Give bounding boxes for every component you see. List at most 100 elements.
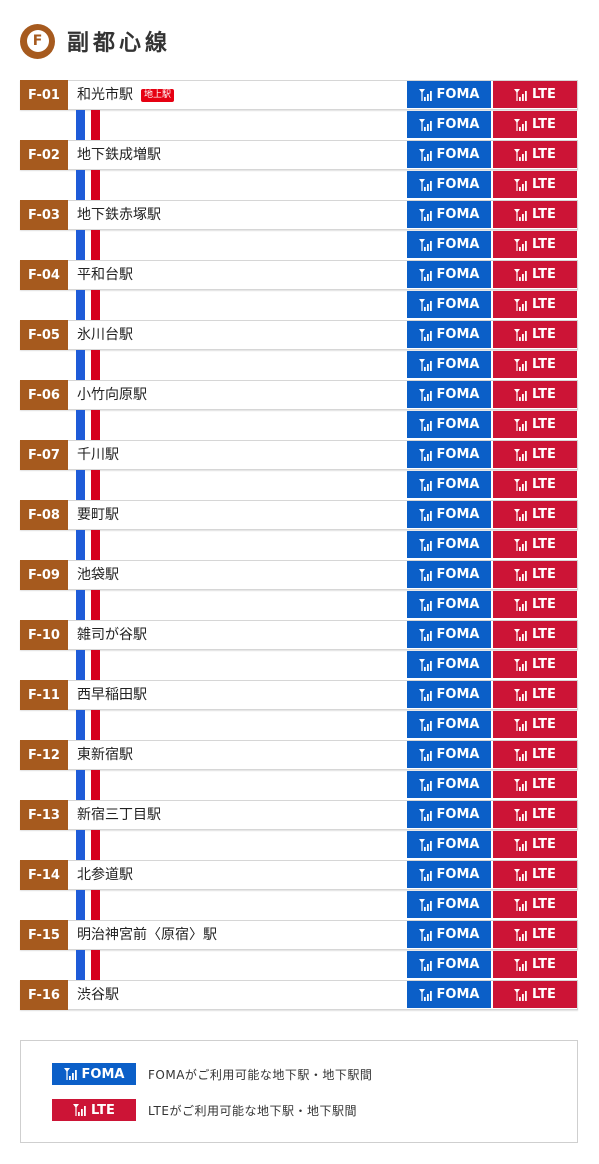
station-code: F-08 [20, 500, 68, 530]
line-stripe-red [91, 770, 100, 800]
station-name: 西早稲田駅 [77, 687, 147, 703]
segment-row: FOMA LTE [20, 290, 578, 320]
antenna-icon [418, 448, 432, 461]
antenna-icon [514, 628, 527, 641]
station-lte-badge: LTE [493, 321, 577, 348]
segment-lte-badge: LTE [493, 231, 577, 258]
station-lte-badge: LTE [493, 261, 577, 288]
antenna-icon [418, 358, 432, 371]
segment-row: FOMA LTE [20, 710, 578, 740]
antenna-icon [514, 238, 527, 251]
foma-label: FOMA [436, 837, 480, 852]
station-row: F-05 氷川台駅 FOMA LTE [20, 320, 578, 350]
line-stripe-red [91, 410, 100, 440]
segment-row: FOMA LTE [20, 410, 578, 440]
station-foma-badge: FOMA [407, 621, 491, 648]
antenna-icon [514, 148, 527, 161]
line-stripe-red [91, 590, 100, 620]
lte-label: LTE [532, 417, 556, 432]
legend-lte-swatch: LTE [52, 1099, 136, 1121]
segment-foma-badge: FOMA [407, 171, 491, 198]
foma-label: FOMA [436, 567, 480, 582]
foma-label: FOMA [436, 537, 480, 552]
station-code: F-10 [20, 620, 68, 650]
line-stripe-blue [76, 830, 85, 860]
antenna-icon [514, 658, 527, 671]
segment-row: FOMA LTE [20, 230, 578, 260]
antenna-icon [418, 808, 432, 821]
segment-row: FOMA LTE [20, 530, 578, 560]
antenna-icon [418, 838, 432, 851]
station-name-cell: 平和台駅 [77, 261, 133, 289]
station-lte-badge: LTE [493, 81, 577, 108]
foma-label: FOMA [436, 297, 480, 312]
segment-row: FOMA LTE [20, 110, 578, 140]
station-lte-badge: LTE [493, 561, 577, 588]
segment-foma-badge: FOMA [407, 951, 491, 978]
foma-label: FOMA [436, 267, 480, 282]
segment-foma-badge: FOMA [407, 411, 491, 438]
foma-label: FOMA [436, 207, 480, 222]
foma-label: FOMA [436, 147, 480, 162]
foma-label: FOMA [436, 477, 480, 492]
antenna-icon [418, 538, 432, 551]
line-stripe-blue [76, 110, 85, 140]
station-code: F-15 [20, 920, 68, 950]
line-stripe-blue [76, 890, 85, 920]
antenna-icon [514, 208, 527, 221]
foma-label: FOMA [436, 627, 480, 642]
station-row: F-07 千川駅 FOMA LTE [20, 440, 578, 470]
foma-label: FOMA [436, 177, 480, 192]
station-lte-badge: LTE [493, 441, 577, 468]
station-foma-badge: FOMA [407, 141, 491, 168]
line-stripe-blue [76, 410, 85, 440]
station-foma-badge: FOMA [407, 561, 491, 588]
line-stripe-red [91, 170, 100, 200]
antenna-icon [418, 238, 432, 251]
lte-label: LTE [532, 957, 556, 972]
lte-label: LTE [532, 867, 556, 882]
line-stripe-red [91, 290, 100, 320]
station-row: F-08 要町駅 FOMA LTE [20, 500, 578, 530]
station-name: 新宿三丁目駅 [77, 807, 161, 823]
station-name: 渋谷駅 [77, 987, 119, 1003]
segment-lte-badge: LTE [493, 651, 577, 678]
antenna-icon [514, 718, 527, 731]
lte-label: LTE [532, 327, 556, 342]
legend-foma-desc: FOMAがご利用可能な地下駅・地下駅間 [148, 1067, 373, 1082]
antenna-icon [418, 928, 432, 941]
foma-label: FOMA [436, 897, 480, 912]
antenna-icon [514, 958, 527, 971]
antenna-icon [418, 148, 432, 161]
antenna-icon [514, 928, 527, 941]
station-code: F-07 [20, 440, 68, 470]
station-name: 明治神宮前〈原宿〉駅 [77, 927, 217, 943]
line-stripe-red [91, 950, 100, 980]
lte-label: LTE [532, 807, 556, 822]
station-name-cell: 新宿三丁目駅 [77, 801, 161, 829]
station-row: F-14 北参道駅 FOMA LTE [20, 860, 578, 890]
segment-foma-badge: FOMA [407, 111, 491, 138]
line-stripe-blue [76, 950, 85, 980]
line-stripe-red [91, 230, 100, 260]
station-name-cell: 要町駅 [77, 501, 119, 529]
station-foma-badge: FOMA [407, 981, 491, 1008]
segment-foma-badge: FOMA [407, 711, 491, 738]
foma-label: FOMA [436, 957, 480, 972]
station-code: F-16 [20, 980, 68, 1010]
station-foma-badge: FOMA [407, 861, 491, 888]
station-name: 雑司が谷駅 [77, 627, 147, 643]
station-lte-badge: LTE [493, 861, 577, 888]
station-row: F-10 雑司が谷駅 FOMA LTE [20, 620, 578, 650]
segment-lte-badge: LTE [493, 951, 577, 978]
foma-label: FOMA [436, 927, 480, 942]
foma-label: FOMA [436, 357, 480, 372]
station-row: F-11 西早稲田駅 FOMA LTE [20, 680, 578, 710]
antenna-icon [514, 808, 527, 821]
line-stripe-red [91, 710, 100, 740]
antenna-icon [514, 748, 527, 761]
foma-label: FOMA [436, 327, 480, 342]
station-name-cell: 渋谷駅 [77, 981, 119, 1009]
station-name: 地下鉄成増駅 [77, 147, 161, 163]
station-name-cell: 東新宿駅 [77, 741, 133, 769]
